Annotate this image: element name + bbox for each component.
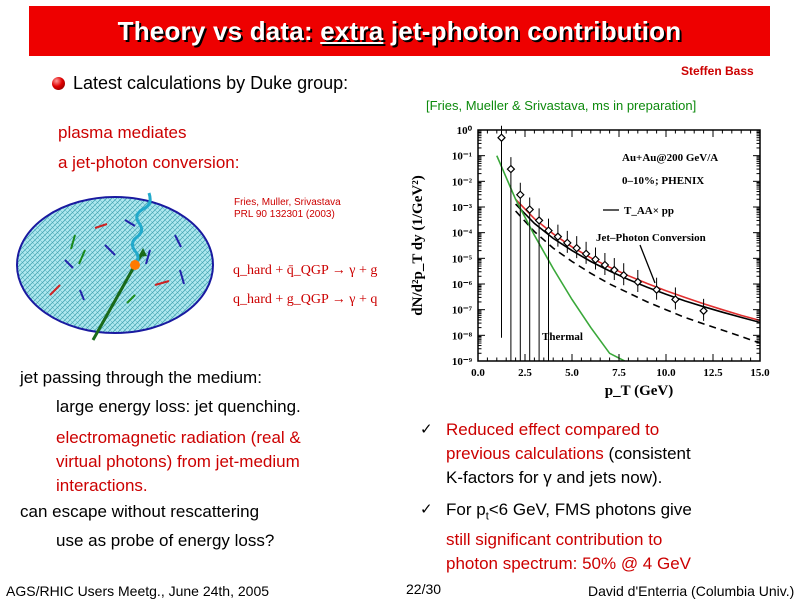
y-tick-label: 10⁻² [452,176,473,188]
data-point [652,285,661,295]
y-axis-label: dN/d²p_T dy (1/GeV²) [410,175,426,315]
data-point [619,270,629,280]
x-tick-label: 10.0 [656,367,676,379]
check-icon: ✓ [420,420,433,438]
reference: Fries, Muller, Srivastava PRL 90 132301 … [234,197,341,221]
footer-page-number: 22/30 [406,581,442,597]
bullet-ball-icon [52,77,65,90]
title-emphasis: extra [320,15,384,46]
data-point [515,190,525,200]
x-tick-label: 5.0 [565,367,579,379]
reaction-1: q_hard + q̄_QGP → γ + g [233,263,378,278]
plasma-line-2: a jet-photon conversion: [58,153,240,172]
data-point [506,164,516,174]
y-tick-label: 10⁻¹ [452,151,472,163]
author-tag: Steffen Bass [681,64,754,78]
x-tick-label: 2.5 [518,367,532,379]
right-bullet-1: Reduced effect compared to previous calc… [446,420,691,487]
chart-annotation: Au+Au@200 GeV/A [622,152,718,164]
y-tick-label: 10⁻³ [452,202,473,214]
data-point [671,295,680,304]
left-line-5: use as probe of energy loss? [56,531,275,550]
y-tick-label: 10⁻⁵ [452,253,473,265]
series-line-1 [515,203,760,324]
data-point [633,277,643,287]
right-bullet-2: For pt<6 GeV, FMS photons give still sig… [446,500,692,574]
x-tick-label: 0.0 [471,367,485,379]
vertex-dot [130,260,140,270]
y-tick-label: 10⁻⁶ [452,279,473,291]
data-point [544,226,553,235]
left-line-4: can escape without rescattering [20,502,260,521]
data-point [591,255,600,264]
reference-line-2: PRL 90 132301 (2003) [234,209,335,220]
plasma-diagram [16,192,214,341]
x-tick-label: 12.5 [703,367,723,379]
intro-bullet: Latest calculations by Duke group: [52,73,348,94]
y-tick-label: 10⁻⁷ [452,305,473,317]
plasma-line-1: plasma mediates [58,123,187,142]
y-tick-label: 10⁻⁸ [452,330,473,342]
y-tick-label: 10⁻⁹ [452,356,473,368]
check-icon: ✓ [420,500,433,518]
footer-right: David d'Enterria (Columbia Univ.) [588,583,795,599]
data-point [572,243,582,253]
chart-annotation: 0–10%; PHENIX [622,175,704,187]
data-point [534,216,544,225]
x-tick-label: 7.5 [612,367,626,379]
data-point [553,232,563,241]
title-bar: Theory vs data: extra jet-photon contrib… [29,6,770,56]
intro-text: Latest calculations by Duke group: [73,73,349,93]
jet-line [91,264,137,341]
left-line-1: jet passing through the medium: [20,368,262,387]
left-line-2: large energy loss: jet quenching. [56,397,301,416]
slide-title: Theory vs data: extra jet-photon contrib… [117,15,682,46]
data-point [600,260,610,270]
data-point [525,205,535,214]
chart-annotation: Thermal [542,331,583,343]
y-tick-label: 10⁰ [457,125,473,137]
reaction-2: q_hard + g_QGP → γ + q [233,292,378,307]
citation-top: [Fries, Mueller & Srivastava, ms in prep… [426,98,697,113]
chart-annotation: Jet–Photon Conversion [596,232,706,244]
data-point [609,265,619,275]
x-axis-label: p_T (GeV) [605,383,673,399]
annotation-pointer [639,244,656,284]
chart-annotation: T_AA× pp [624,205,674,217]
x-tick-label: 15.0 [750,367,770,379]
left-red-block: electromagnetic radiation (real & virtua… [56,428,301,495]
plasma-ellipse [16,196,214,334]
series-line-3 [496,155,625,361]
reference-line-1: Fries, Muller, Srivastava [234,197,341,208]
y-tick-label: 10⁻⁴ [452,228,473,240]
data-point [699,306,708,316]
series-line-0 [515,198,760,322]
data-point [497,133,506,143]
data-point [581,249,591,259]
photon-wavy-line [130,192,152,266]
footer-left: AGS/RHIC Users Meetg., June 24th, 2005 [6,583,270,599]
photon-spectrum-chart: 0.0 2.5 5.0 7.5 10.0 12.5 15.0 10⁰ 10⁻¹ 10⁻² 10⁻³ 1… [410,125,770,399]
data-point [562,238,572,248]
